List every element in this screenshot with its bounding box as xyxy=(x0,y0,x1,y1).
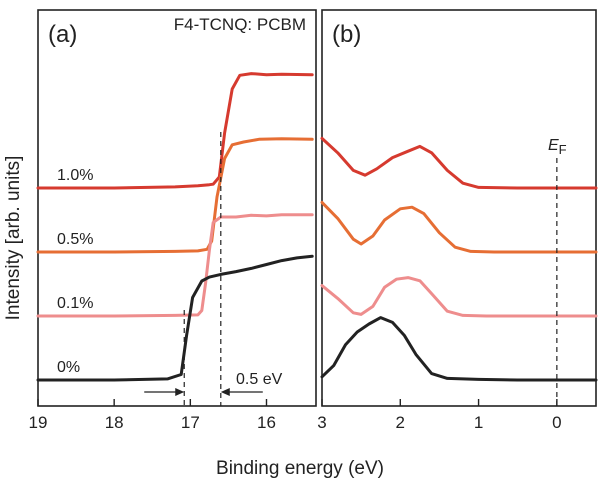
x-axis-label: Binding energy (eV) xyxy=(216,458,384,479)
series-label: 0% xyxy=(57,359,80,376)
series-label: 0.1% xyxy=(57,295,93,312)
series-line-0-5pct xyxy=(36,137,314,254)
x-tick-label: 16 xyxy=(257,413,276,432)
x-tick-label: 18 xyxy=(105,413,124,432)
fermi-label-subscript: F xyxy=(559,142,567,157)
panel-a-x-ticks: 19 18 17 16 xyxy=(29,399,276,432)
panel-a: (a) F4-TCNQ: PCBM 19 18 17 16 1.0% 0.5% 0.1% 0… xyxy=(29,9,317,432)
series-line-1-0pct xyxy=(36,72,314,190)
arrowhead-right xyxy=(220,388,230,396)
series-line-0pct xyxy=(320,316,598,382)
energy-shift-label: 0.5 eV xyxy=(236,371,283,388)
panel-b-curves xyxy=(320,136,598,382)
x-tick-label: 1 xyxy=(474,413,483,432)
x-tick-label: 3 xyxy=(317,413,326,432)
x-tick-label: 2 xyxy=(396,413,405,432)
x-tick-label: 17 xyxy=(181,413,200,432)
panel-a-series-labels: 1.0% 0.5% 0.1% 0% xyxy=(57,167,93,376)
panel-b: (b) 3 2 1 0 EF xyxy=(317,9,598,432)
series-line-0-1pct xyxy=(36,213,314,318)
panel-a-frame xyxy=(37,9,317,407)
fermi-level-marker: EF xyxy=(548,137,567,406)
panel-b-frame xyxy=(321,9,597,407)
fermi-label-main: E xyxy=(548,137,559,154)
panel-b-label: (b) xyxy=(332,21,361,48)
x-tick-label: 0 xyxy=(552,413,561,432)
series-line-0-5pct xyxy=(320,200,598,254)
panel-a-curves xyxy=(36,72,314,382)
x-tick-label: 19 xyxy=(29,413,48,432)
y-axis-label: Intensity [arb. units] xyxy=(3,156,24,321)
panel-b-x-ticks: 3 2 1 0 xyxy=(317,399,562,432)
series-line-0-1pct xyxy=(320,276,598,318)
panel-a-label: (a) xyxy=(48,21,77,48)
series-line-0pct xyxy=(36,254,314,382)
arrowhead-left xyxy=(175,388,185,396)
panel-a-title: F4-TCNQ: PCBM xyxy=(174,15,306,34)
series-label: 1.0% xyxy=(57,167,93,184)
series-label: 0.5% xyxy=(57,231,93,248)
fermi-level-label: EF xyxy=(548,137,567,157)
panel-a-annotation: 0.5 eV xyxy=(144,132,283,406)
series-line-1-0pct xyxy=(320,136,598,190)
